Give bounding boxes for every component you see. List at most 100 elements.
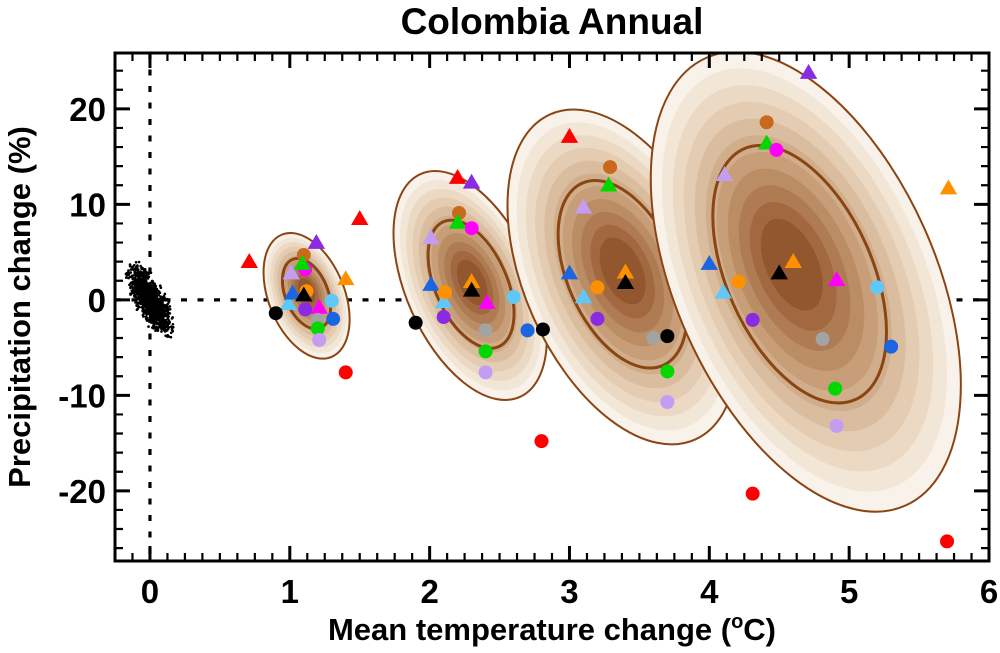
- model-point-black-circle: [408, 315, 423, 330]
- model-point-magenta-triangle: [827, 271, 846, 287]
- y-axis-title: Precipitation change (%): [2, 126, 37, 488]
- model-point-purple-circle: [436, 310, 451, 325]
- y-tick-label--10: -10: [58, 377, 106, 414]
- model-point-orange-triangle: [462, 273, 481, 288]
- model-point-green-circle: [478, 344, 493, 359]
- model-point-plum-circle: [829, 418, 844, 433]
- y-tick-label-10: 10: [69, 186, 106, 223]
- model-point-black-circle: [660, 329, 675, 344]
- model-point-skyblue-triangle: [714, 283, 733, 299]
- x-axis-title: Mean temperature change (oC): [328, 611, 776, 647]
- observation-cloud: [124, 260, 175, 339]
- model-point-orange-triangle: [616, 263, 635, 279]
- model-point-plum-circle: [312, 332, 327, 347]
- model-point-purple-circle: [298, 302, 313, 317]
- scatter-points: [240, 63, 958, 549]
- model-point-plum-triangle: [282, 264, 300, 280]
- model-point-red-circle: [745, 486, 760, 501]
- minor-ticks: [113, 53, 989, 561]
- model-point-red-triangle: [448, 169, 467, 184]
- model-point-blue-triangle: [422, 275, 440, 291]
- model-point-brown-circle: [452, 205, 467, 220]
- model-point-gray-circle: [646, 331, 661, 346]
- x-tick-label-5: 5: [840, 573, 858, 610]
- model-point-blue-triangle: [700, 254, 719, 270]
- axes: 0 1 2 3 4 5 6 -20 -10 0 10 20: [58, 51, 998, 610]
- model-point-green-triangle: [599, 176, 618, 192]
- model-point-purple-circle: [590, 311, 605, 326]
- major-ticks: [115, 53, 991, 561]
- model-point-brown-circle: [759, 115, 774, 130]
- model-point-blue-triangle: [283, 284, 302, 300]
- x-tick-label-3: 3: [560, 573, 578, 610]
- y-tick-label-0: 0: [88, 282, 106, 319]
- model-point-orange-circle: [590, 280, 605, 295]
- x-tick-label-0: 0: [141, 573, 159, 610]
- model-point-skyblue-circle: [324, 293, 339, 308]
- model-point-black-triangle: [462, 281, 481, 297]
- model-point-plum-circle: [660, 395, 675, 410]
- model-point-red-triangle: [240, 253, 258, 268]
- x-tick-label-6: 6: [980, 573, 998, 610]
- model-point-orange-triangle: [784, 253, 802, 268]
- model-point-skyblue-triangle: [279, 295, 298, 310]
- model-point-orange-circle: [731, 274, 746, 289]
- model-point-red-circle: [940, 534, 955, 549]
- model-point-green-triangle: [293, 254, 312, 270]
- model-point-skyblue-circle: [870, 280, 885, 295]
- model-point-green-circle: [310, 321, 325, 336]
- model-point-magenta-triangle: [478, 294, 496, 310]
- axis-ticks: [113, 53, 991, 561]
- model-point-plum-circle: [478, 365, 493, 380]
- x-tick-label-4: 4: [700, 573, 719, 610]
- y-tick-label--20: -20: [58, 473, 106, 510]
- model-point-magenta-circle: [769, 142, 784, 157]
- model-point-blue-triangle: [560, 264, 579, 280]
- model-point-blue-circle: [326, 311, 341, 326]
- model-point-plum-triangle: [574, 198, 593, 214]
- model-point-brown-circle: [296, 247, 311, 262]
- model-point-orange-triangle: [939, 179, 958, 195]
- model-point-orange-triangle: [337, 270, 355, 286]
- y-tick-label-20: 20: [69, 91, 106, 128]
- model-point-magenta-circle: [464, 221, 479, 236]
- model-point-skyblue-triangle: [574, 288, 593, 304]
- x-tick-label-2: 2: [420, 573, 438, 610]
- model-point-purple-triangle: [799, 63, 818, 79]
- model-point-black-circle: [268, 306, 283, 321]
- model-point-black-triangle: [770, 264, 788, 280]
- model-point-brown-circle: [603, 160, 618, 175]
- axis-tick-labels: 0 1 2 3 4 5 6 -20 -10 0 10 20: [58, 91, 998, 610]
- model-point-red-circle: [534, 434, 549, 449]
- model-point-black-triangle: [295, 286, 313, 302]
- model-point-magenta-triangle: [310, 298, 328, 314]
- model-point-purple-triangle: [462, 173, 481, 189]
- model-point-blue-circle: [884, 339, 899, 354]
- model-point-gray-circle: [815, 331, 830, 346]
- density-inner-ring-2: [426, 218, 516, 350]
- model-point-black-circle: [535, 322, 550, 337]
- density-inner-ring-4: [711, 143, 888, 405]
- model-point-black-triangle: [616, 274, 635, 289]
- observation-cloud-dots: [124, 260, 175, 339]
- model-point-red-circle: [338, 365, 353, 380]
- model-point-red-triangle: [560, 127, 579, 143]
- model-point-purple-triangle: [307, 233, 326, 249]
- model-point-red-triangle: [351, 210, 369, 225]
- x-tick-label-1: 1: [281, 573, 299, 610]
- chart-title: Colombia Annual: [401, 1, 704, 42]
- model-point-orange-circle: [438, 285, 453, 300]
- model-point-skyblue-circle: [506, 289, 521, 304]
- model-point-skyblue-triangle: [434, 293, 453, 309]
- model-point-green-triangle: [448, 213, 467, 229]
- model-point-gray-circle: [478, 323, 493, 338]
- model-point-green-circle: [660, 364, 675, 379]
- density-ellipse-4: [649, 53, 962, 513]
- model-point-plum-triangle: [716, 166, 734, 182]
- model-point-plum-triangle: [422, 229, 440, 245]
- model-point-green-circle: [828, 381, 843, 396]
- model-point-purple-circle: [745, 312, 760, 327]
- model-point-blue-circle: [520, 323, 535, 338]
